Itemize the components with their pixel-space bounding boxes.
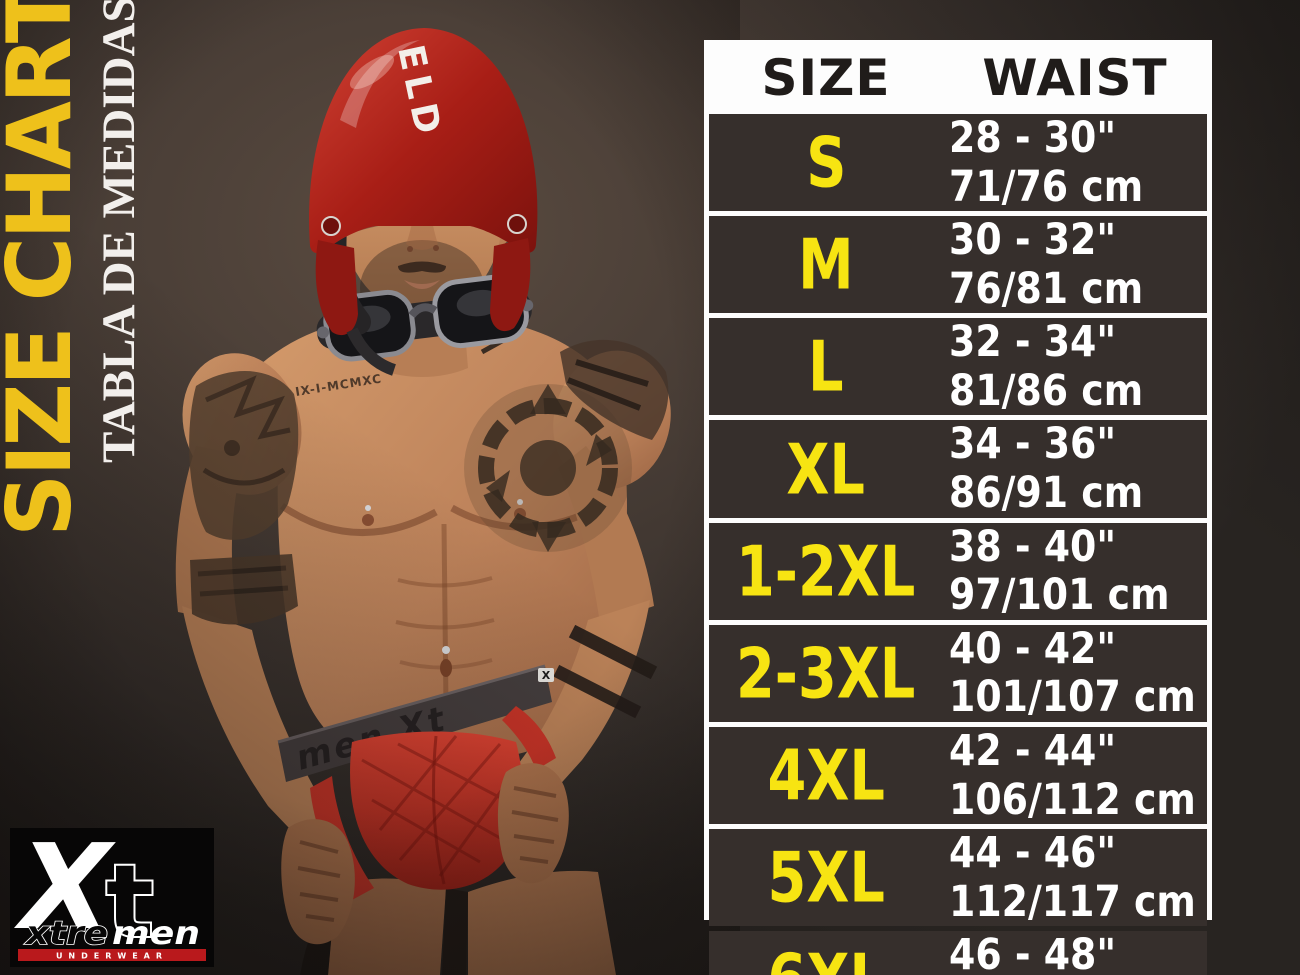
table-row: 4XL 42 - 44" 106/112 cm — [709, 727, 1207, 825]
waist-inches: 44 - 46" — [949, 828, 1117, 879]
size-table: SIZE WAIST S 28 - 30" 71/76 cm M 30 - 32… — [704, 40, 1212, 975]
size-cell: 2-3XL — [709, 625, 943, 722]
waist-cm: 81/86 cm — [949, 365, 1144, 416]
size-label: 6XL — [767, 939, 884, 975]
size-label: M — [798, 223, 854, 306]
page-title: SIZE CHART — [0, 0, 91, 537]
size-label: 1-2XL — [736, 530, 916, 613]
logo-wordmark-outline: xtre — [24, 914, 108, 952]
logo-t: t — [106, 843, 154, 960]
waist-cell: 32 - 34" 81/86 cm — [943, 318, 1207, 415]
waist-cell: 42 - 44" 106/112 cm — [943, 727, 1207, 824]
logo-banner — [18, 949, 206, 961]
brand-logo: X t xtre men UNDERWEAR — [10, 828, 214, 967]
waist-cell: 46 - 48" 117/122 cm — [943, 931, 1207, 975]
size-cell: 5XL — [709, 829, 943, 926]
size-label: XL — [786, 428, 866, 510]
table-row: 6XL 46 - 48" 117/122 cm — [709, 931, 1207, 975]
waist-cm: 71/76 cm — [949, 161, 1144, 212]
column-header-size: SIZE — [761, 49, 891, 107]
size-cell: XL — [709, 420, 943, 517]
waist-cell: 30 - 32" 76/81 cm — [943, 216, 1207, 313]
table-row: M 30 - 32" 76/81 cm — [709, 216, 1207, 314]
table-body: S 28 - 30" 71/76 cm M 30 - 32" 76/81 cm … — [709, 114, 1207, 975]
waist-cell: 28 - 30" 71/76 cm — [943, 114, 1207, 211]
waist-inches: 40 - 42" — [949, 623, 1117, 674]
size-cell: 6XL — [709, 931, 943, 975]
table-row: 2-3XL 40 - 42" 101/107 cm — [709, 625, 1207, 722]
table-row: L 32 - 34" 81/86 cm — [709, 318, 1207, 416]
table-row: 1-2XL 38 - 40" 97/101 cm — [709, 523, 1207, 620]
size-cell: L — [709, 318, 943, 415]
table-row: S 28 - 30" 71/76 cm — [709, 114, 1207, 212]
waist-inches: 42 - 44" — [949, 725, 1117, 776]
size-label: 4XL — [767, 734, 885, 817]
size-cell: 1-2XL — [709, 523, 943, 620]
waist-inches: 32 - 34" — [949, 317, 1117, 368]
waist-cell: 40 - 42" 101/107 cm — [943, 625, 1207, 722]
waist-cell: 44 - 46" 112/117 cm — [943, 829, 1207, 926]
column-header-waist: WAIST — [982, 49, 1168, 107]
waist-cm: 106/112 cm — [949, 774, 1196, 825]
waist-inches: 46 - 48" — [949, 930, 1117, 975]
logo-x: X — [14, 828, 116, 956]
logo-banner-text: UNDERWEAR — [56, 952, 168, 961]
waist-cm: 97/101 cm — [949, 570, 1170, 621]
waist-cell: 38 - 40" 97/101 cm — [943, 523, 1207, 620]
size-label: 2-3XL — [736, 632, 916, 715]
waist-inches: 28 - 30" — [949, 113, 1117, 163]
waist-cell: 34 - 36" 86/91 cm — [943, 420, 1207, 517]
table-header: SIZE WAIST — [709, 45, 1207, 111]
size-cell: 4XL — [709, 727, 943, 824]
table-row: 5XL 44 - 46" 112/117 cm — [709, 829, 1207, 927]
waist-inches: 38 - 40" — [949, 521, 1117, 572]
waist-inches: 34 - 36" — [949, 419, 1117, 470]
size-label: L — [808, 326, 844, 408]
logo-wordmark-solid: men — [112, 914, 200, 952]
table-row: XL 34 - 36" 86/91 cm — [709, 420, 1207, 518]
size-cell: M — [709, 216, 943, 313]
size-label: 5XL — [767, 836, 885, 919]
size-cell: S — [709, 114, 943, 211]
size-label: S — [805, 121, 847, 204]
page-subtitle: TABLA DE MEDIDAS — [93, 0, 145, 463]
waist-cm: 76/81 cm — [949, 263, 1144, 314]
waist-cm: 86/91 cm — [949, 468, 1144, 519]
waist-inches: 30 - 32" — [949, 215, 1117, 266]
waist-cm: 112/117 cm — [949, 876, 1196, 927]
waist-cm: 101/107 cm — [949, 672, 1196, 723]
